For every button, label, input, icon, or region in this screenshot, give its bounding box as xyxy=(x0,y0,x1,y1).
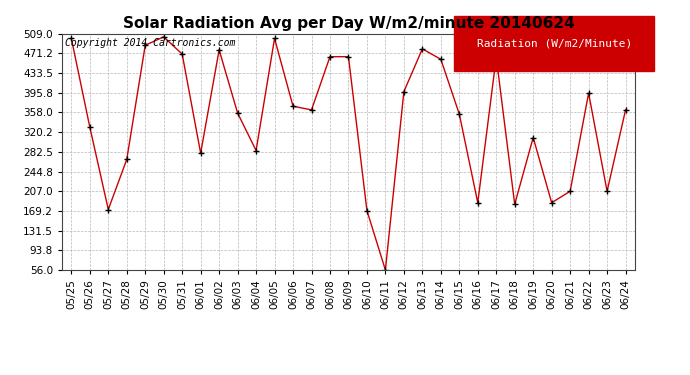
Text: Radiation (W/m2/Minute): Radiation (W/m2/Minute) xyxy=(477,39,632,48)
Title: Solar Radiation Avg per Day W/m2/minute 20140624: Solar Radiation Avg per Day W/m2/minute … xyxy=(123,16,574,31)
Text: Copyright 2014 Cartronics.com: Copyright 2014 Cartronics.com xyxy=(65,39,235,48)
